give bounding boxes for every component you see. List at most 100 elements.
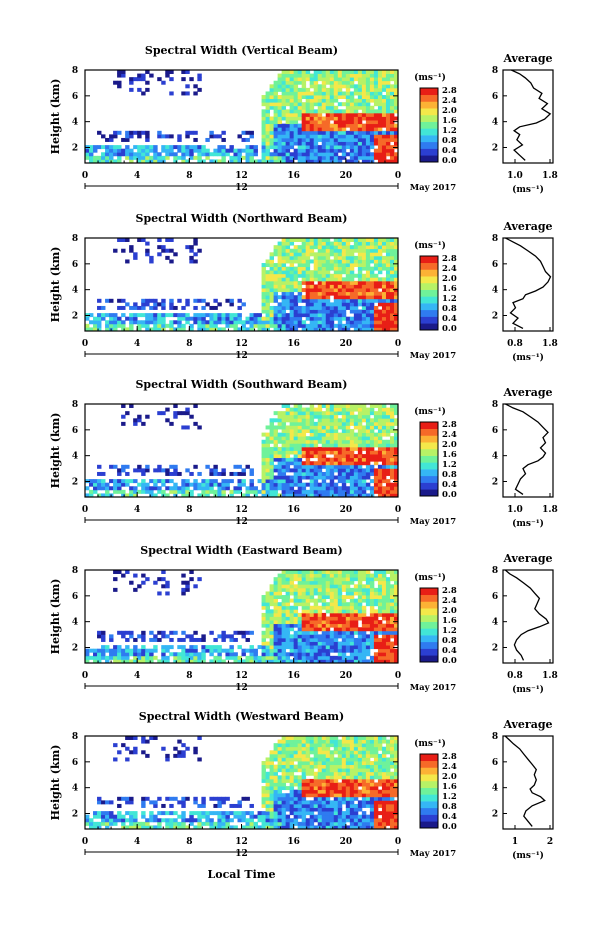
heatmap-cell <box>269 116 274 121</box>
heatmap-cell <box>325 327 331 332</box>
heatmap-cell <box>361 468 367 473</box>
heatmap-cell <box>265 648 270 653</box>
heatmap-cell <box>201 811 206 816</box>
heatmap-cell <box>305 418 311 423</box>
heatmap-cell <box>389 620 395 625</box>
heatmap-cell <box>329 429 335 434</box>
heatmap-cell <box>145 313 150 318</box>
heatmap-cell <box>349 616 355 621</box>
heatmap-cell <box>285 652 291 657</box>
panel-5: Spectral Width (Westward Beam)2468Height… <box>49 710 554 861</box>
heatmap-cell <box>337 130 343 135</box>
heatmap-cell <box>285 155 291 160</box>
x-tick-label: 0 <box>395 671 401 681</box>
heatmap-cell <box>309 616 315 621</box>
heatmap-cell <box>325 652 331 657</box>
heatmap-cell <box>181 148 186 153</box>
x-tick-label: 16 <box>287 505 300 515</box>
heatmap-cell <box>289 91 295 96</box>
heatmap-cell <box>185 825 190 830</box>
heatmap-cell <box>289 584 295 589</box>
heatmap-cell <box>349 112 355 117</box>
heatmap-cell <box>141 482 146 487</box>
heatmap-cell <box>317 259 323 264</box>
heatmap-cell <box>365 577 371 582</box>
heatmap-cell <box>309 109 315 114</box>
heatmap-cell <box>285 627 291 632</box>
heatmap-cell <box>329 305 335 310</box>
heatmap-cell <box>221 486 226 491</box>
heatmap-cell <box>249 811 254 816</box>
heatmap-cell <box>273 252 279 257</box>
heatmap-cell <box>201 479 206 484</box>
heatmap-cell <box>329 102 335 107</box>
heatmap-cell <box>293 418 299 423</box>
heatmap-cell <box>361 573 367 578</box>
heatmap-cell <box>273 796 279 801</box>
heatmap-cell <box>137 652 142 657</box>
heatmap-cell <box>109 137 114 142</box>
heatmap-cell <box>141 652 146 657</box>
heatmap-cell <box>337 327 343 332</box>
heatmap-cell <box>189 323 194 328</box>
heatmap-cell <box>173 486 178 491</box>
heatmap-cell <box>329 471 335 476</box>
heatmap-cell <box>113 145 118 150</box>
heatmap-cell <box>185 468 190 473</box>
heatmap-cell <box>197 757 202 762</box>
heatmap-cell <box>161 570 166 574</box>
heatmap-cell <box>341 425 347 430</box>
heatmap-cell <box>321 493 327 498</box>
heatmap-cell <box>249 645 254 650</box>
heatmap-cell <box>281 425 287 430</box>
heatmap-cell <box>305 468 311 473</box>
heatmap-cell <box>201 489 206 494</box>
heatmap-cell <box>129 404 134 408</box>
heatmap-cell <box>293 591 299 596</box>
heatmap-cell <box>285 91 291 96</box>
heatmap-cell <box>369 439 375 444</box>
heatmap-cell <box>97 316 102 321</box>
heatmap-cell <box>285 464 291 469</box>
heatmap-cell <box>365 263 371 268</box>
heatmap-cell <box>341 641 347 646</box>
heatmap-cell <box>253 652 258 657</box>
heatmap-cell <box>261 475 266 480</box>
heatmap-cell <box>305 655 311 660</box>
colorbar-tick-label: 1.6 <box>442 116 457 126</box>
profile-line <box>505 403 549 495</box>
heatmap-cell <box>289 313 295 318</box>
heatmap-cell <box>269 648 274 653</box>
heatmap-cell <box>201 645 206 650</box>
heatmap-cell <box>113 818 118 823</box>
heatmap-cell <box>225 796 230 801</box>
heatmap-cell <box>273 652 279 657</box>
heatmap-cell <box>377 418 383 423</box>
heatmap-cell <box>273 655 279 660</box>
heatmap-cell <box>273 95 279 100</box>
heatmap-cell <box>333 411 339 416</box>
heatmap-cell <box>273 602 279 607</box>
heatmap-cell <box>265 623 270 628</box>
heatmap-cell <box>181 803 186 808</box>
heatmap-cell <box>261 482 266 487</box>
heatmap-cell <box>269 471 274 476</box>
heatmap-cell <box>325 127 331 132</box>
heatmap-cell <box>289 84 295 89</box>
heatmap-cell <box>269 291 274 296</box>
heatmap-cell <box>365 238 371 242</box>
heatmap-cell <box>317 116 323 121</box>
heatmap-cell <box>333 648 339 653</box>
heatmap-cell <box>361 475 367 480</box>
heatmap-cell <box>297 320 303 325</box>
colorbar-swatch <box>420 276 438 284</box>
heatmap-cell <box>325 259 331 264</box>
heatmap-cell <box>265 120 270 125</box>
heatmap-cell <box>297 439 303 444</box>
heatmap-cell <box>317 411 323 416</box>
heatmap-cell <box>293 284 299 289</box>
heatmap-cell <box>321 152 327 157</box>
heatmap-cell <box>233 630 238 635</box>
heatmap-cell <box>117 468 122 473</box>
heatmap-cell <box>285 655 291 660</box>
